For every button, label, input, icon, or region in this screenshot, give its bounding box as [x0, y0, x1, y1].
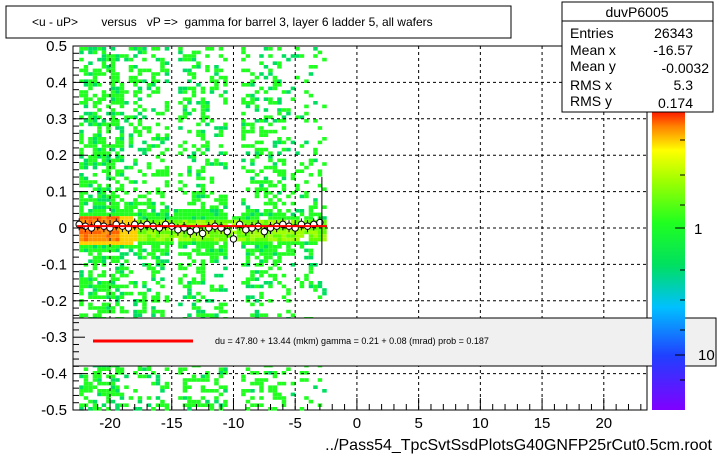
y-tick-label-6: 0.1	[46, 184, 67, 201]
x-tick-label-7: 15	[534, 415, 551, 432]
stats-value-mean-x: -16.57	[653, 42, 693, 58]
profile-point-30	[261, 228, 267, 234]
x-tick-label-2: -10	[223, 415, 245, 432]
y-tick-label-9: 0.4	[46, 74, 67, 91]
stats-value-rms-x: 5.3	[674, 77, 694, 93]
y-tick-label-3: -0.2	[41, 293, 67, 310]
y-tick-label-0: -0.5	[41, 402, 67, 419]
profile-point-16	[175, 227, 181, 233]
colorbar-label-10: 10	[698, 347, 715, 364]
y-tick-label-5: 0	[59, 220, 67, 237]
profile-point-20	[199, 230, 205, 236]
y-tick-label-10: 0.5	[46, 38, 67, 55]
stats-value-entries: 26343	[654, 25, 693, 41]
x-tick-labels: -20 -15 -10 -5 0 5 10 15 20	[99, 415, 612, 432]
stats-label-entries: Entries	[570, 25, 614, 41]
stats-label-mean-x: Mean x	[570, 42, 616, 58]
y-tick-labels: -0.5 -0.4 -0.3 -0.2 -0.1 0 0.1 0.2 0.3 0.4 0.5	[41, 38, 67, 419]
y-tick-label-4: -0.1	[41, 256, 67, 273]
x-tick-label-6: 10	[472, 415, 489, 432]
profile-point-18	[187, 228, 193, 234]
x-axis-label: ../Pass54_TpcSvtSsdPlotsG40GNFP25rCut0.5…	[325, 437, 712, 454]
y-tick-label-8: 0.3	[46, 111, 67, 128]
stats-label-rms-y: RMS y	[570, 93, 612, 109]
y-tick-label-1: -0.4	[41, 366, 67, 383]
stats-label-rms-x: RMS x	[570, 77, 612, 93]
profile-point-24	[224, 228, 230, 234]
colorbar	[652, 108, 685, 410]
x-tick-label-1: -15	[161, 415, 183, 432]
x-tick-label-4: 0	[353, 415, 361, 432]
y-tick-label-7: 0.2	[46, 147, 67, 164]
x-tick-label-3: -5	[289, 415, 302, 432]
stats-name: duvP6005	[605, 4, 668, 20]
x-tick-label-8: 20	[595, 415, 612, 432]
stats-value-rms-y: 0.174	[658, 95, 693, 111]
stats-value-mean-y: -0.0032	[662, 60, 710, 76]
profile-point-19	[193, 227, 199, 233]
profile-point-27	[243, 227, 249, 233]
profile-point-25	[230, 236, 236, 242]
x-tick-label-5: 5	[414, 415, 422, 432]
fit-result-text: du = 47.80 + 13.44 (mkm) gamma = 0.21 + …	[215, 336, 489, 346]
x-tick-label-0: -20	[99, 415, 121, 432]
stats-label-mean-y: Mean y	[570, 58, 616, 74]
colorbar-label-1: 1	[694, 221, 702, 238]
chart-title: <u - uP> versus vP => gamma for barrel 3…	[32, 15, 433, 29]
y-tick-label-2: -0.3	[41, 329, 67, 346]
